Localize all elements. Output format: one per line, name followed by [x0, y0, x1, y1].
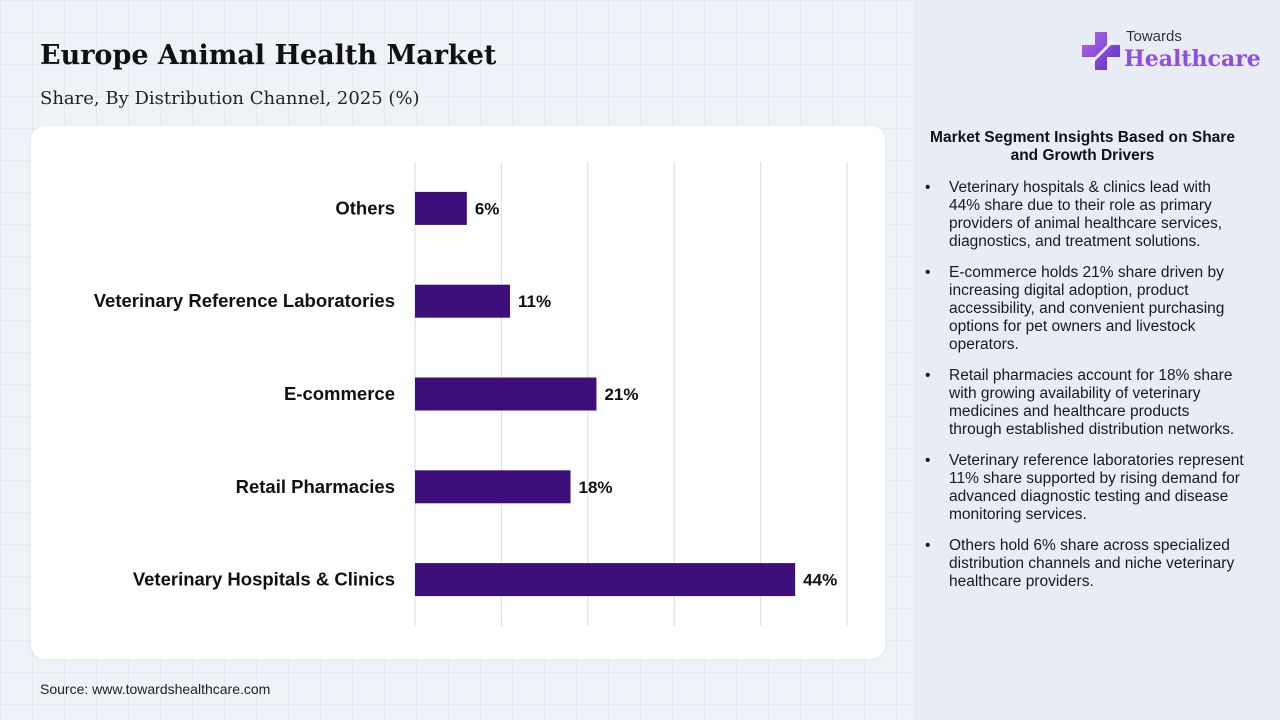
list-item: • Veterinary hospitals & clinics lead wit…	[925, 179, 1245, 251]
data-label: 21%	[604, 385, 638, 404]
insight-text: Veterinary hospitals & clinics lead with…	[949, 179, 1223, 250]
insight-text: E-commerce holds 21% share driven by inc…	[949, 264, 1225, 353]
bar	[415, 284, 511, 318]
bullet-marker: •	[925, 179, 931, 196]
bar	[415, 377, 597, 411]
bullet-marker: •	[925, 452, 931, 469]
insight-text: Others hold 6% share across specialized …	[949, 537, 1235, 590]
category-label: Veterinary Reference Laboratories	[94, 290, 395, 311]
chart-card: Others 6% Veterinary Reference Laboratorie…	[31, 126, 885, 659]
logo-text-bottom: Healthcare	[1124, 46, 1261, 72]
cross-icon	[1082, 32, 1120, 70]
list-item: • Retail pharmacies account for 18% share…	[925, 367, 1245, 439]
bar-chart: Others 6% Veterinary Reference Laboratorie…	[94, 162, 848, 626]
insights-panel	[913, 0, 1280, 720]
list-item: • Veterinary reference laboratories repre…	[925, 452, 1245, 524]
bar	[415, 191, 467, 225]
category-label: Retail Pharmacies	[236, 476, 395, 497]
bar	[415, 470, 571, 504]
list-item: • E-commerce holds 21% share driven by in…	[925, 264, 1245, 354]
category-label: Veterinary Hospitals & Clinics	[133, 569, 395, 590]
data-label: 18%	[579, 478, 613, 497]
source-note: Source: www.towardshealthcare.com	[40, 681, 271, 697]
data-label: 44%	[803, 571, 837, 590]
chart-subtitle: Share, By Distribution Channel, 2025 (%)	[40, 88, 420, 109]
brand-logo: Towards Healthcare	[1080, 26, 1261, 78]
category-label: E-commerce	[284, 383, 395, 404]
category-label: Others	[335, 197, 395, 218]
bullet-marker: •	[925, 367, 931, 384]
bullet-marker: •	[925, 537, 931, 554]
logo-text-top: Towards	[1126, 28, 1182, 45]
data-label: 6%	[475, 199, 500, 218]
insight-text: Veterinary reference laboratories repres…	[949, 452, 1244, 523]
chart-title: Europe Animal Health Market	[40, 40, 497, 71]
bullet-marker: •	[925, 264, 931, 281]
list-item: • Others hold 6% share across specialized…	[925, 537, 1245, 591]
insights-title: Market Segment Insights Based on Share a…	[930, 129, 1235, 164]
insights-list: • Veterinary hospitals & clinics lead wit…	[925, 179, 1245, 604]
insight-text: Retail pharmacies account for 18% share …	[949, 367, 1235, 438]
data-label: 11%	[518, 292, 551, 311]
bar	[415, 563, 796, 597]
